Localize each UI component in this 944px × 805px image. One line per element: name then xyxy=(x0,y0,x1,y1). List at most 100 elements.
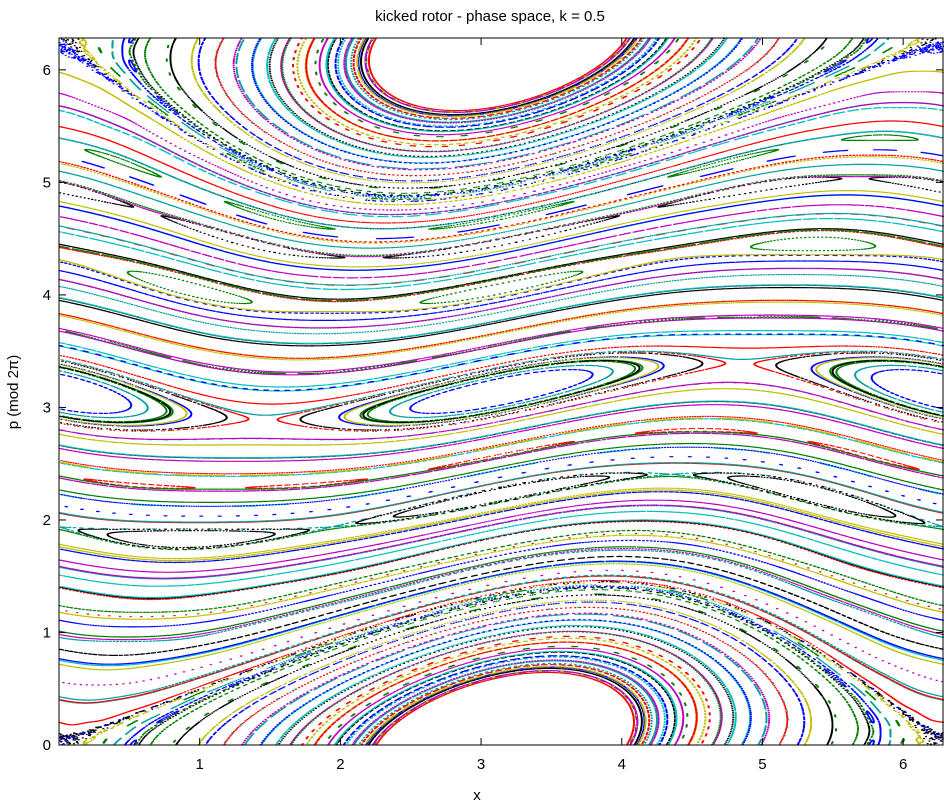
orbit-series xyxy=(58,333,944,391)
orbit-series xyxy=(60,156,944,244)
y-tick-label: 0 xyxy=(43,737,51,754)
orbit-series xyxy=(59,204,944,279)
x-tick-label: 5 xyxy=(758,756,766,773)
orbit-series xyxy=(325,37,678,746)
orbit-series xyxy=(59,575,944,704)
orbit-series xyxy=(58,431,944,490)
plot-frame xyxy=(58,37,944,746)
orbit-series xyxy=(111,37,892,746)
orbit-series xyxy=(59,163,944,249)
y-tick-label: 2 xyxy=(43,512,51,529)
orbit-series xyxy=(296,37,707,746)
orbit-series xyxy=(59,462,944,523)
orbit-series xyxy=(58,475,944,551)
orbit-series xyxy=(58,286,944,347)
orbit-series xyxy=(59,510,944,587)
orbit-series xyxy=(97,47,905,744)
orbit-series xyxy=(350,37,653,744)
orbit-series xyxy=(59,273,944,335)
orbit-series xyxy=(59,174,942,256)
orbit-series xyxy=(58,175,944,258)
orbit-series xyxy=(58,560,944,665)
orbit-series xyxy=(58,314,944,373)
orbit-series xyxy=(59,91,944,211)
orbit-series xyxy=(337,37,666,746)
orbit-series xyxy=(59,228,944,300)
orbit-series xyxy=(58,529,944,613)
orbit-series xyxy=(59,154,943,243)
orbit-series xyxy=(169,37,834,746)
orbit-series xyxy=(60,351,944,432)
orbit-series xyxy=(58,102,944,216)
orbit-series xyxy=(58,37,944,746)
orbit-series xyxy=(58,301,943,361)
chart-title: kicked rotor - phase space, k = 0.5 xyxy=(375,8,605,25)
orbit-series xyxy=(58,574,944,701)
orbit-series xyxy=(190,37,813,746)
orbit-series xyxy=(59,539,944,628)
y-tick-label: 3 xyxy=(43,399,51,416)
orbit-series xyxy=(121,37,882,746)
x-tick-label: 6 xyxy=(899,756,907,773)
orbit-series xyxy=(59,442,944,503)
x-tick-label: 2 xyxy=(336,756,344,773)
orbit-series xyxy=(59,254,944,313)
orbit-series xyxy=(64,456,937,517)
orbit-series xyxy=(60,415,944,475)
orbit-series xyxy=(58,357,944,426)
orbit-series xyxy=(58,70,944,206)
plot-area xyxy=(58,37,944,746)
orbit-series xyxy=(59,519,944,599)
orbit-series xyxy=(59,229,944,302)
orbit-series xyxy=(59,404,944,462)
y-tick-label: 4 xyxy=(43,287,51,304)
orbit-series xyxy=(360,37,643,746)
orbit-points xyxy=(58,37,944,746)
orbit-series xyxy=(305,37,698,746)
x-tick-label: 1 xyxy=(196,756,204,773)
y-tick-label: 6 xyxy=(43,62,51,79)
orbit-series xyxy=(59,194,944,271)
orbit-series xyxy=(78,37,925,746)
orbit-series xyxy=(58,548,944,641)
orbit-series xyxy=(58,489,944,562)
orbit-series xyxy=(59,284,944,344)
orbit-series xyxy=(59,471,944,550)
x-axis-label: x xyxy=(473,787,481,804)
orbit-series xyxy=(214,37,789,745)
orbit-series xyxy=(128,38,875,745)
orbit-series xyxy=(60,254,944,314)
y-tick-label: 1 xyxy=(43,624,51,641)
orbit-series xyxy=(143,37,859,746)
orbit-series xyxy=(59,534,944,620)
orbit-series xyxy=(343,37,660,746)
orbit-series xyxy=(318,37,685,746)
orbit-series xyxy=(232,38,771,746)
orbit-series xyxy=(106,475,897,549)
orbit-series xyxy=(58,260,944,321)
y-axis-ticks: 0 1 2 3 4 5 6 xyxy=(43,62,943,754)
orbit-series xyxy=(60,369,944,414)
orbit-series xyxy=(59,130,944,230)
orbit-series xyxy=(356,37,647,746)
x-axis-ticks: 1 2 3 4 5 6 xyxy=(196,38,907,773)
orbit-series xyxy=(58,504,944,579)
orbit-series xyxy=(367,37,635,746)
orbit-series xyxy=(59,317,944,376)
orbit-series xyxy=(59,190,944,268)
orbit-series xyxy=(59,499,944,573)
orbit-series xyxy=(59,555,944,656)
orbit-series xyxy=(126,236,877,305)
orbit-series xyxy=(197,37,806,746)
y-tick-label: 5 xyxy=(43,174,51,191)
orbit-series xyxy=(58,579,944,726)
orbit-series xyxy=(58,381,944,441)
x-tick-label: 3 xyxy=(477,756,485,773)
orbit-series xyxy=(59,388,944,446)
orbit-series xyxy=(60,491,944,564)
orbit-series xyxy=(132,37,871,746)
orbit-series xyxy=(165,44,838,745)
orbit-series xyxy=(235,37,768,745)
orbit-series xyxy=(60,446,944,507)
orbit-series xyxy=(62,569,944,686)
